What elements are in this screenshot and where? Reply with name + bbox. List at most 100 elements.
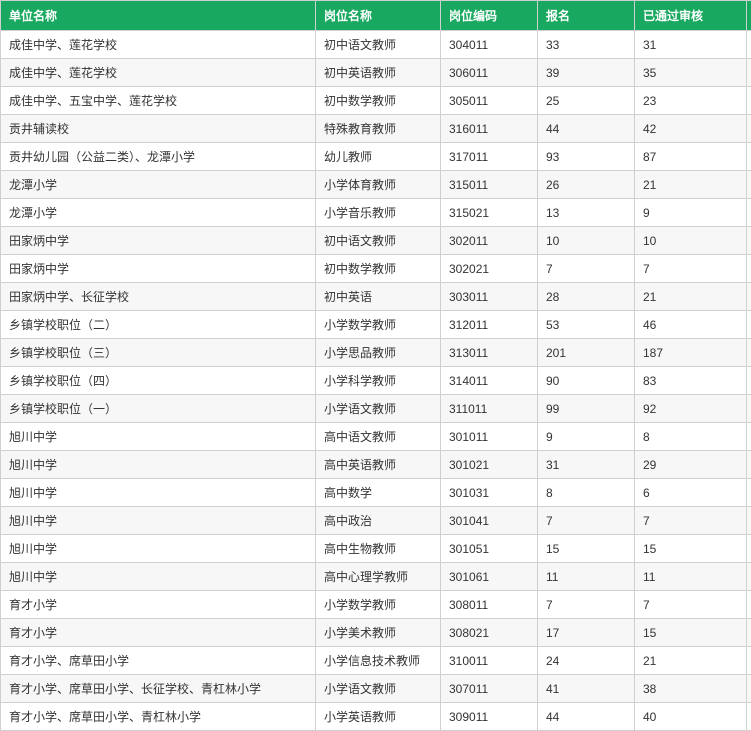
column-header: 单位名称 [1,1,316,31]
table-cell: 小学音乐教师 [316,199,441,227]
table-cell: 小学体育教师 [316,171,441,199]
column-header: 岗位名称 [316,1,441,31]
table-cell: 小学科学教师 [316,367,441,395]
table-cell: 302021 [441,255,538,283]
table-cell: 初中英语 [316,283,441,311]
table-cell: 92 [635,395,747,423]
table-cell: 高中数学 [316,479,441,507]
table-cell: 7 [538,255,635,283]
table-cell: 小学思品教师 [316,339,441,367]
table-row: 龙潭小学小学音乐教师3150211394 [1,199,751,227]
table-cell: 乡镇学校职位（三） [1,339,316,367]
table-cell: 38 [635,675,747,703]
table-row: 田家炳中学初中语文教师30201110104 [1,227,751,255]
table-cell: 13 [747,171,751,199]
table-cell: 龙潭小学 [1,171,316,199]
table-cell: 7 [635,255,747,283]
table-cell: 成佳中学、五宝中学、莲花学校 [1,87,316,115]
table-cell: 初中英语教师 [316,59,441,87]
table-cell: 308011 [441,591,538,619]
table-row: 乡镇学校职位（一）小学语文教师311011999242 [1,395,751,423]
table-cell: 301021 [441,451,538,479]
table-row: 旭川中学高中心理学教师30106111112 [1,563,751,591]
table-cell: 初中数学教师 [316,87,441,115]
table-row: 育才小学、席草田小学、青杠林小学小学英语教师309011444018 [1,703,751,731]
table-cell: 16 [747,59,751,87]
table-row: 贡井幼儿园（公益二类）、龙潭小学幼儿教师317011938746 [1,143,751,171]
table-cell: 305011 [441,87,538,115]
table-cell: 53 [538,311,635,339]
table-cell: 7 [635,507,747,535]
table-cell: 33 [538,31,635,59]
table-row: 旭川中学高中政治301041774 [1,507,751,535]
table-cell: 高中心理学教师 [316,563,441,591]
table-cell: 11 [747,31,751,59]
table-cell: 314011 [441,367,538,395]
table-cell: 83 [635,367,747,395]
table-cell: 8 [635,423,747,451]
table-cell: 90 [538,367,635,395]
table-cell: 103 [747,339,751,367]
table-row: 田家炳中学初中数学教师302021771 [1,255,751,283]
table-cell: 11 [747,87,751,115]
table-cell: 4 [747,507,751,535]
table-cell: 乡镇学校职位（二） [1,311,316,339]
table-cell: 特殊教育教师 [316,115,441,143]
recruitment-table: 单位名称岗位名称岗位编码报名已通过审核已缴费 成佳中学、莲花学校初中语文教师30… [0,0,751,731]
table-cell: 幼儿教师 [316,143,441,171]
table-cell: 310011 [441,647,538,675]
table-cell: 育才小学 [1,619,316,647]
table-cell: 44 [538,115,635,143]
table-cell: 10 [538,227,635,255]
table-cell: 旭川中学 [1,423,316,451]
table-cell: 13 [538,199,635,227]
table-cell: 10 [635,227,747,255]
table-cell: 41 [538,675,635,703]
table-cell: 317011 [441,143,538,171]
table-cell: 旭川中学 [1,563,316,591]
table-cell: 8 [538,479,635,507]
table-cell: 高中生物教师 [316,535,441,563]
table-cell: 304011 [441,31,538,59]
table-row: 贡井辅读校特殊教育教师316011444215 [1,115,751,143]
table-cell: 15 [635,535,747,563]
table-cell: 育才小学、席草田小学、青杠林小学 [1,703,316,731]
table-row: 旭川中学高中语文教师301011984 [1,423,751,451]
table-cell: 初中语文教师 [316,227,441,255]
table-cell: 高中语文教师 [316,423,441,451]
table-cell: 99 [538,395,635,423]
table-row: 成佳中学、莲花学校初中语文教师304011333111 [1,31,751,59]
table-row: 龙潭小学小学体育教师315011262113 [1,171,751,199]
table-cell: 31 [635,31,747,59]
table-cell: 小学信息技术教师 [316,647,441,675]
table-cell: 316011 [441,115,538,143]
table-cell: 29 [635,451,747,479]
table-cell: 35 [635,59,747,87]
table-cell: 312011 [441,311,538,339]
table-cell: 301011 [441,423,538,451]
column-header: 岗位编码 [441,1,538,31]
table-body: 成佳中学、莲花学校初中语文教师304011333111成佳中学、莲花学校初中英语… [1,31,751,731]
table-row: 旭川中学高中生物教师30105115153 [1,535,751,563]
table-cell: 18 [747,703,751,731]
table-cell: 40 [635,703,747,731]
table-cell: 9 [538,423,635,451]
table-cell: 7 [635,591,747,619]
table-cell: 成佳中学、莲花学校 [1,59,316,87]
table-cell: 15 [635,619,747,647]
table-cell: 315011 [441,171,538,199]
table-cell: 小学英语教师 [316,703,441,731]
table-cell: 11 [538,563,635,591]
table-cell: 贡井辅读校 [1,115,316,143]
table-cell: 1 [747,255,751,283]
table-cell: 11 [747,647,751,675]
table-cell: 初中数学教师 [316,255,441,283]
table-cell: 4 [747,199,751,227]
table-row: 乡镇学校职位（二）小学数学教师312011534620 [1,311,751,339]
table-cell: 42 [747,395,751,423]
table-cell: 20 [747,311,751,339]
table-cell: 高中英语教师 [316,451,441,479]
table-cell: 小学数学教师 [316,591,441,619]
table-cell: 9 [635,199,747,227]
table-cell: 39 [538,59,635,87]
